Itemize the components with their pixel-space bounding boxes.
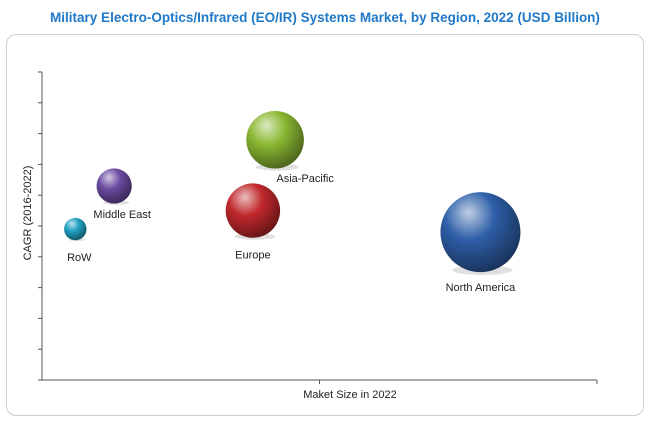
bubble-label-europe: Europe: [235, 250, 270, 262]
bubble-row: [64, 217, 87, 241]
chart-title: Military Electro-Optics/Infrared (EO/IR)…: [50, 10, 600, 25]
bubble-asia-pacific: [246, 110, 304, 169]
x-axis-label: Maket Size in 2022: [303, 389, 397, 401]
chart-frame: [6, 34, 644, 416]
bubble-middle-east: [96, 168, 132, 204]
bubble-europe: [225, 183, 281, 238]
bubble-label-middle-east: Middle East: [93, 209, 150, 221]
axes-group: [38, 71, 598, 384]
y-axis-label: CAGR (2016-2022): [22, 166, 34, 261]
bubble-label-north-america: North America: [446, 282, 517, 294]
bubbles-group: Asia-Pacific Middle East Europe RoW North Am…: [64, 110, 521, 294]
bubble-label-row: RoW: [67, 252, 92, 264]
bubble-north-america: [440, 192, 521, 273]
bubble-label-asia-pacific: Asia-Pacific: [276, 173, 334, 185]
